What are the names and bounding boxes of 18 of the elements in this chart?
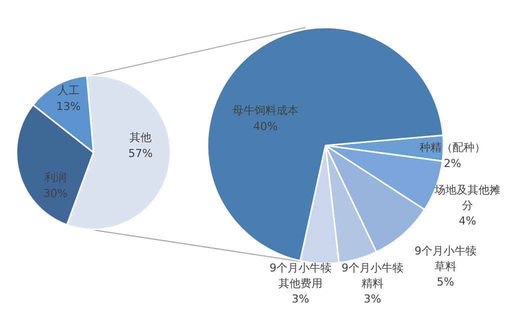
slice-label: 9个月小牛犊草料	[414, 244, 476, 273]
data-label: 40%	[253, 120, 278, 133]
slice-label: 9个月小牛犊其他费用	[270, 261, 332, 290]
data-label: 3%	[364, 292, 382, 306]
data-label: 4%	[458, 214, 476, 228]
slice-label: 场地及其他摊分	[434, 183, 500, 212]
data-label: 3%	[292, 292, 310, 306]
slice-label: 9个月小牛犊精料	[342, 261, 404, 290]
slice-label: 人工	[58, 84, 80, 98]
slice-label: 种精（配种）	[420, 141, 486, 154]
data-label: 5%	[436, 276, 454, 289]
data-label: 30%	[43, 186, 68, 200]
data-label: 2%	[444, 156, 462, 170]
data-label: 57%	[128, 146, 153, 160]
slice-label: 母牛饲料成本	[232, 104, 298, 118]
slice-label: 利润	[44, 171, 66, 184]
data-label: 13%	[56, 100, 81, 113]
slice-label: 其他	[130, 131, 152, 144]
